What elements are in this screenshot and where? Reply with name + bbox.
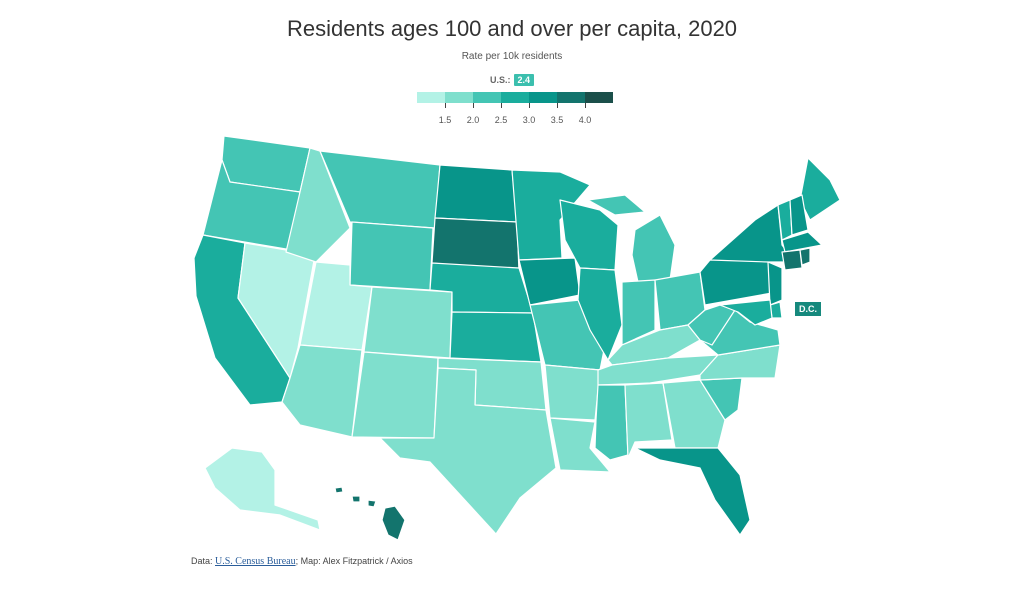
state-CT[interactable]	[781, 249, 803, 271]
legend-swatch	[417, 92, 445, 103]
state-AZ[interactable]	[281, 344, 363, 438]
state-KS[interactable]	[449, 311, 542, 363]
state-AL[interactable]	[624, 382, 673, 459]
state-FL[interactable]	[634, 447, 751, 536]
state-RI[interactable]	[799, 247, 811, 266]
legend-color-bar	[417, 92, 613, 103]
state-MS[interactable]	[594, 384, 629, 461]
legend-tick-label: 2.0	[466, 115, 480, 125]
state-ME[interactable]	[799, 157, 841, 221]
census-link[interactable]: U.S. Census Bureau	[215, 556, 296, 567]
us-average-label: U.S.:	[489, 75, 511, 85]
state-MD[interactable]	[719, 299, 773, 326]
us-average-badge: 2.4	[513, 74, 535, 86]
state-NH[interactable]	[789, 194, 809, 236]
legend-swatch	[529, 92, 557, 103]
dc-label[interactable]: D.C.	[795, 302, 821, 316]
state-CO[interactable]	[363, 286, 453, 359]
legend-tick-label: 3.0	[522, 115, 536, 125]
state-PA[interactable]	[699, 257, 773, 306]
us-average: U.S.: 2.4	[0, 74, 1024, 86]
state-WY[interactable]	[349, 221, 434, 291]
legend-tick	[529, 103, 530, 108]
legend-swatch	[445, 92, 473, 103]
legend-ticks: 1.5 2.0 2.5 3.0 3.5 4.0	[417, 103, 613, 125]
color-legend: 1.5 2.0 2.5 3.0 3.5 4.0	[417, 92, 613, 125]
state-MA[interactable]	[781, 231, 823, 253]
map-title: Residents ages 100 and over per capita, …	[286, 16, 738, 41]
legend-tick	[501, 103, 502, 108]
state-NM[interactable]	[351, 351, 439, 439]
state-TX[interactable]	[379, 367, 557, 535]
source-credit: Data: U.S. Census Bureau; Map: Alex Fitz…	[191, 556, 413, 567]
legend-tick-label: 2.5	[494, 115, 508, 125]
state-ND[interactable]	[434, 164, 518, 223]
legend-tick-label: 4.0	[578, 115, 592, 125]
legend-swatch	[501, 92, 529, 103]
legend-swatch	[557, 92, 585, 103]
state-NJ[interactable]	[767, 261, 783, 306]
state-IA[interactable]	[518, 257, 581, 306]
source-suffix: ; Map: Alex Fitzpatrick / Axios	[295, 556, 413, 566]
source-prefix: Data:	[191, 556, 216, 566]
legend-tick	[445, 103, 446, 108]
legend-swatch	[473, 92, 501, 103]
legend-tick-label: 1.5	[438, 115, 452, 125]
state-IN[interactable]	[621, 279, 656, 346]
state-HI[interactable]	[334, 486, 406, 541]
legend-swatch	[585, 92, 613, 103]
legend-tick-label: 3.5	[550, 115, 564, 125]
state-LA[interactable]	[549, 417, 611, 473]
legend-tick	[557, 103, 558, 108]
legend-tick	[473, 103, 474, 108]
state-GA[interactable]	[662, 379, 726, 449]
state-AK[interactable]	[204, 447, 321, 531]
state-AR[interactable]	[544, 364, 601, 421]
legend-tick	[585, 103, 586, 108]
map-subtitle: Rate per 10k residents	[461, 51, 563, 62]
